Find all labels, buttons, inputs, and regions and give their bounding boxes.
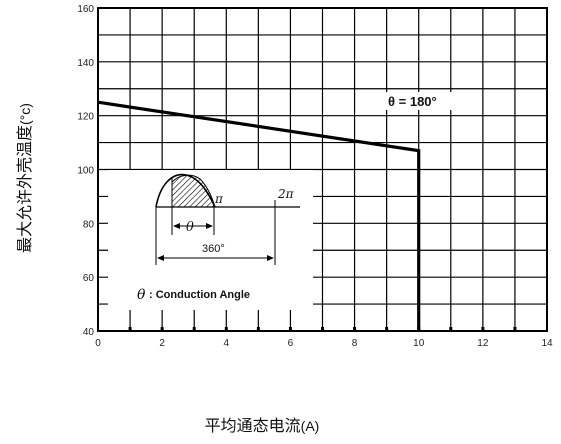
y-axis-title: 最大允许外壳温度(°c): [15, 103, 34, 253]
x-tick-labels: 0 2 4 6 8 10 12 14: [95, 338, 553, 349]
x-tick-label: 2: [159, 338, 165, 349]
x-minor-tick: [256, 327, 260, 331]
x-tick-label: 10: [413, 338, 425, 349]
theta-label-background: [382, 92, 464, 110]
x-minor-tick: [128, 327, 132, 331]
plot-frame: [97, 7, 548, 332]
y-tick-label: 120: [77, 112, 94, 123]
inset-span-head-right: [267, 255, 274, 261]
x-axis-unit: (A): [301, 418, 320, 434]
y-tick-label: 100: [77, 166, 94, 177]
x-minor-tick: [224, 327, 228, 331]
x-tick-label: 0: [95, 338, 101, 349]
inset-theta-label: θ: [186, 220, 194, 235]
y-axis-unit: (°c): [17, 103, 33, 125]
y-tick-label: 60: [83, 273, 95, 284]
series-line: [97, 100, 421, 331]
x-tick-label: 8: [352, 338, 358, 349]
inset-span-label: 360°: [202, 243, 225, 255]
inset-conduction-area: [171, 174, 216, 208]
series-layer: [97, 100, 421, 331]
x-tick-label: 14: [541, 338, 553, 349]
x-tick-label: 12: [477, 338, 489, 349]
x-minor-tick: [353, 327, 357, 331]
conduction-angle-inset: θ 360° π 2π θ : Conduction Angle: [108, 170, 313, 310]
x-minor-tick: [160, 327, 164, 331]
x-minor-tick: [288, 327, 292, 331]
inset-legend-symbol: θ: [137, 287, 146, 303]
inset-background: [108, 170, 313, 310]
x-minor-tick: [192, 327, 196, 331]
inset-pi-label: π: [214, 192, 224, 206]
x-minor-tick: [321, 327, 324, 331]
inset-arrowhead-right: [206, 223, 213, 229]
inset-span-head-left: [157, 255, 164, 261]
y-tick-label: 80: [83, 219, 95, 230]
theta-180-label: θ = 180°: [388, 94, 437, 109]
y-tick-labels: 40 60 80 100 120 140 160: [77, 4, 94, 338]
x-minor-tick: [481, 327, 485, 331]
y-axis-title-text: 最大允许外壳温度: [15, 125, 34, 253]
y-tick-label: 40: [83, 327, 95, 338]
x-axis-title-text: 平均通态电流: [205, 416, 301, 435]
x-minor-tick: [449, 327, 453, 331]
y-tick-label: 160: [77, 4, 94, 15]
x-tick-label: 4: [224, 338, 230, 349]
inset-two-pi-label: 2π: [277, 187, 295, 201]
x-tick-label: 6: [288, 338, 294, 349]
inset-arrowhead-left: [173, 223, 180, 229]
x-axis-title: 平均通态电流(A): [205, 416, 320, 435]
x-minor-tick: [513, 327, 517, 331]
inset-legend-text: : Conduction Angle: [149, 289, 250, 301]
y-tick-label: 140: [77, 58, 94, 69]
grid: [98, 8, 547, 331]
x-minor-tick: [385, 327, 389, 331]
